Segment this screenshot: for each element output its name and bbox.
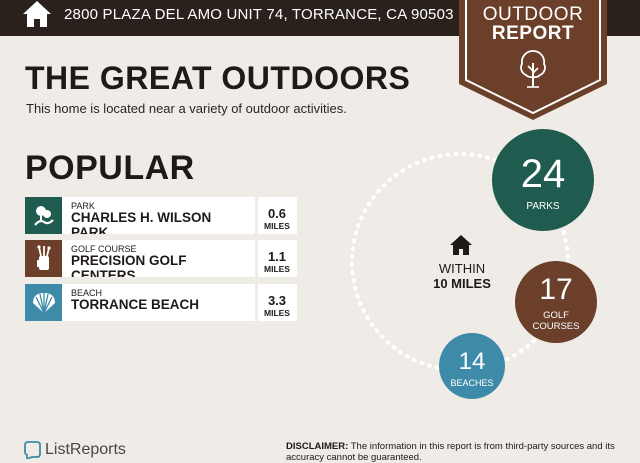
list-item-distance: 3.3 [267,293,287,308]
shell-icon [25,284,62,321]
popular-heading: POPULAR [25,149,195,187]
list-item-category: PARK [71,201,95,211]
list-item[interactable]: BEACH TORRANCE BEACH 3.3 MILES [25,284,297,321]
divider [255,240,258,277]
divider [255,284,258,321]
golf-label-line2: COURSES [532,321,580,332]
list-item-unit: MILES [264,308,290,318]
property-address: 2800 PLAZA DEL AMO UNIT 74, TORRANCE, CA… [64,6,454,23]
badge-title-line2: REPORT [491,23,575,44]
list-item[interactable]: PARK CHARLES H. WILSON PARK 0.6 MILES [25,197,297,234]
list-item-name: CHARLES H. WILSON PARK [71,210,212,234]
within-label: WITHIN [438,261,486,276]
within-distance: 10 MILES [433,276,491,291]
list-item-distance: 0.6 [267,206,287,221]
park-icon [25,197,62,234]
disclaimer: DISCLAIMER: The information in this repo… [286,441,616,463]
disclaimer-label: DISCLAIMER: [286,441,349,452]
disclaimer-text: The information in this report is from t… [286,441,615,463]
tree-icon [520,50,546,88]
golf-count: 17 [539,273,573,306]
listreports-logo-icon [24,441,41,459]
house-icon [23,1,51,27]
list-item-category: BEACH [71,288,103,298]
list-item-name: TORRANCE BEACH [71,297,200,312]
golf-label: GOLF COURSES [515,310,597,332]
beaches-label: BEACHES [450,378,494,388]
golf-bag-icon [25,240,62,277]
list-item-unit: MILES [264,221,290,231]
divider [255,197,258,234]
parks-label: PARKS [526,201,560,212]
list-item[interactable]: GOLF COURSE PRECISION GOLF CENTERS 1.1 M… [25,240,297,277]
list-item-category: GOLF COURSE [71,244,137,254]
listreports-logo: ListReports [45,441,126,458]
house-icon [450,235,472,255]
beaches-count: 14 [458,348,486,375]
list-item-unit: MILES [264,264,290,274]
badge-title-line1: OUTDOOR [482,4,584,25]
golf-label-line1: GOLF [543,310,569,321]
list-item-name: PRECISION GOLF CENTERS [71,253,187,277]
page-subtitle: This home is located near a variety of o… [26,101,347,116]
list-item-distance: 1.1 [267,249,287,264]
outdoor-report-badge [459,0,607,120]
parks-count: 24 [520,152,566,196]
page-title: THE GREAT OUTDOORS [25,60,411,96]
